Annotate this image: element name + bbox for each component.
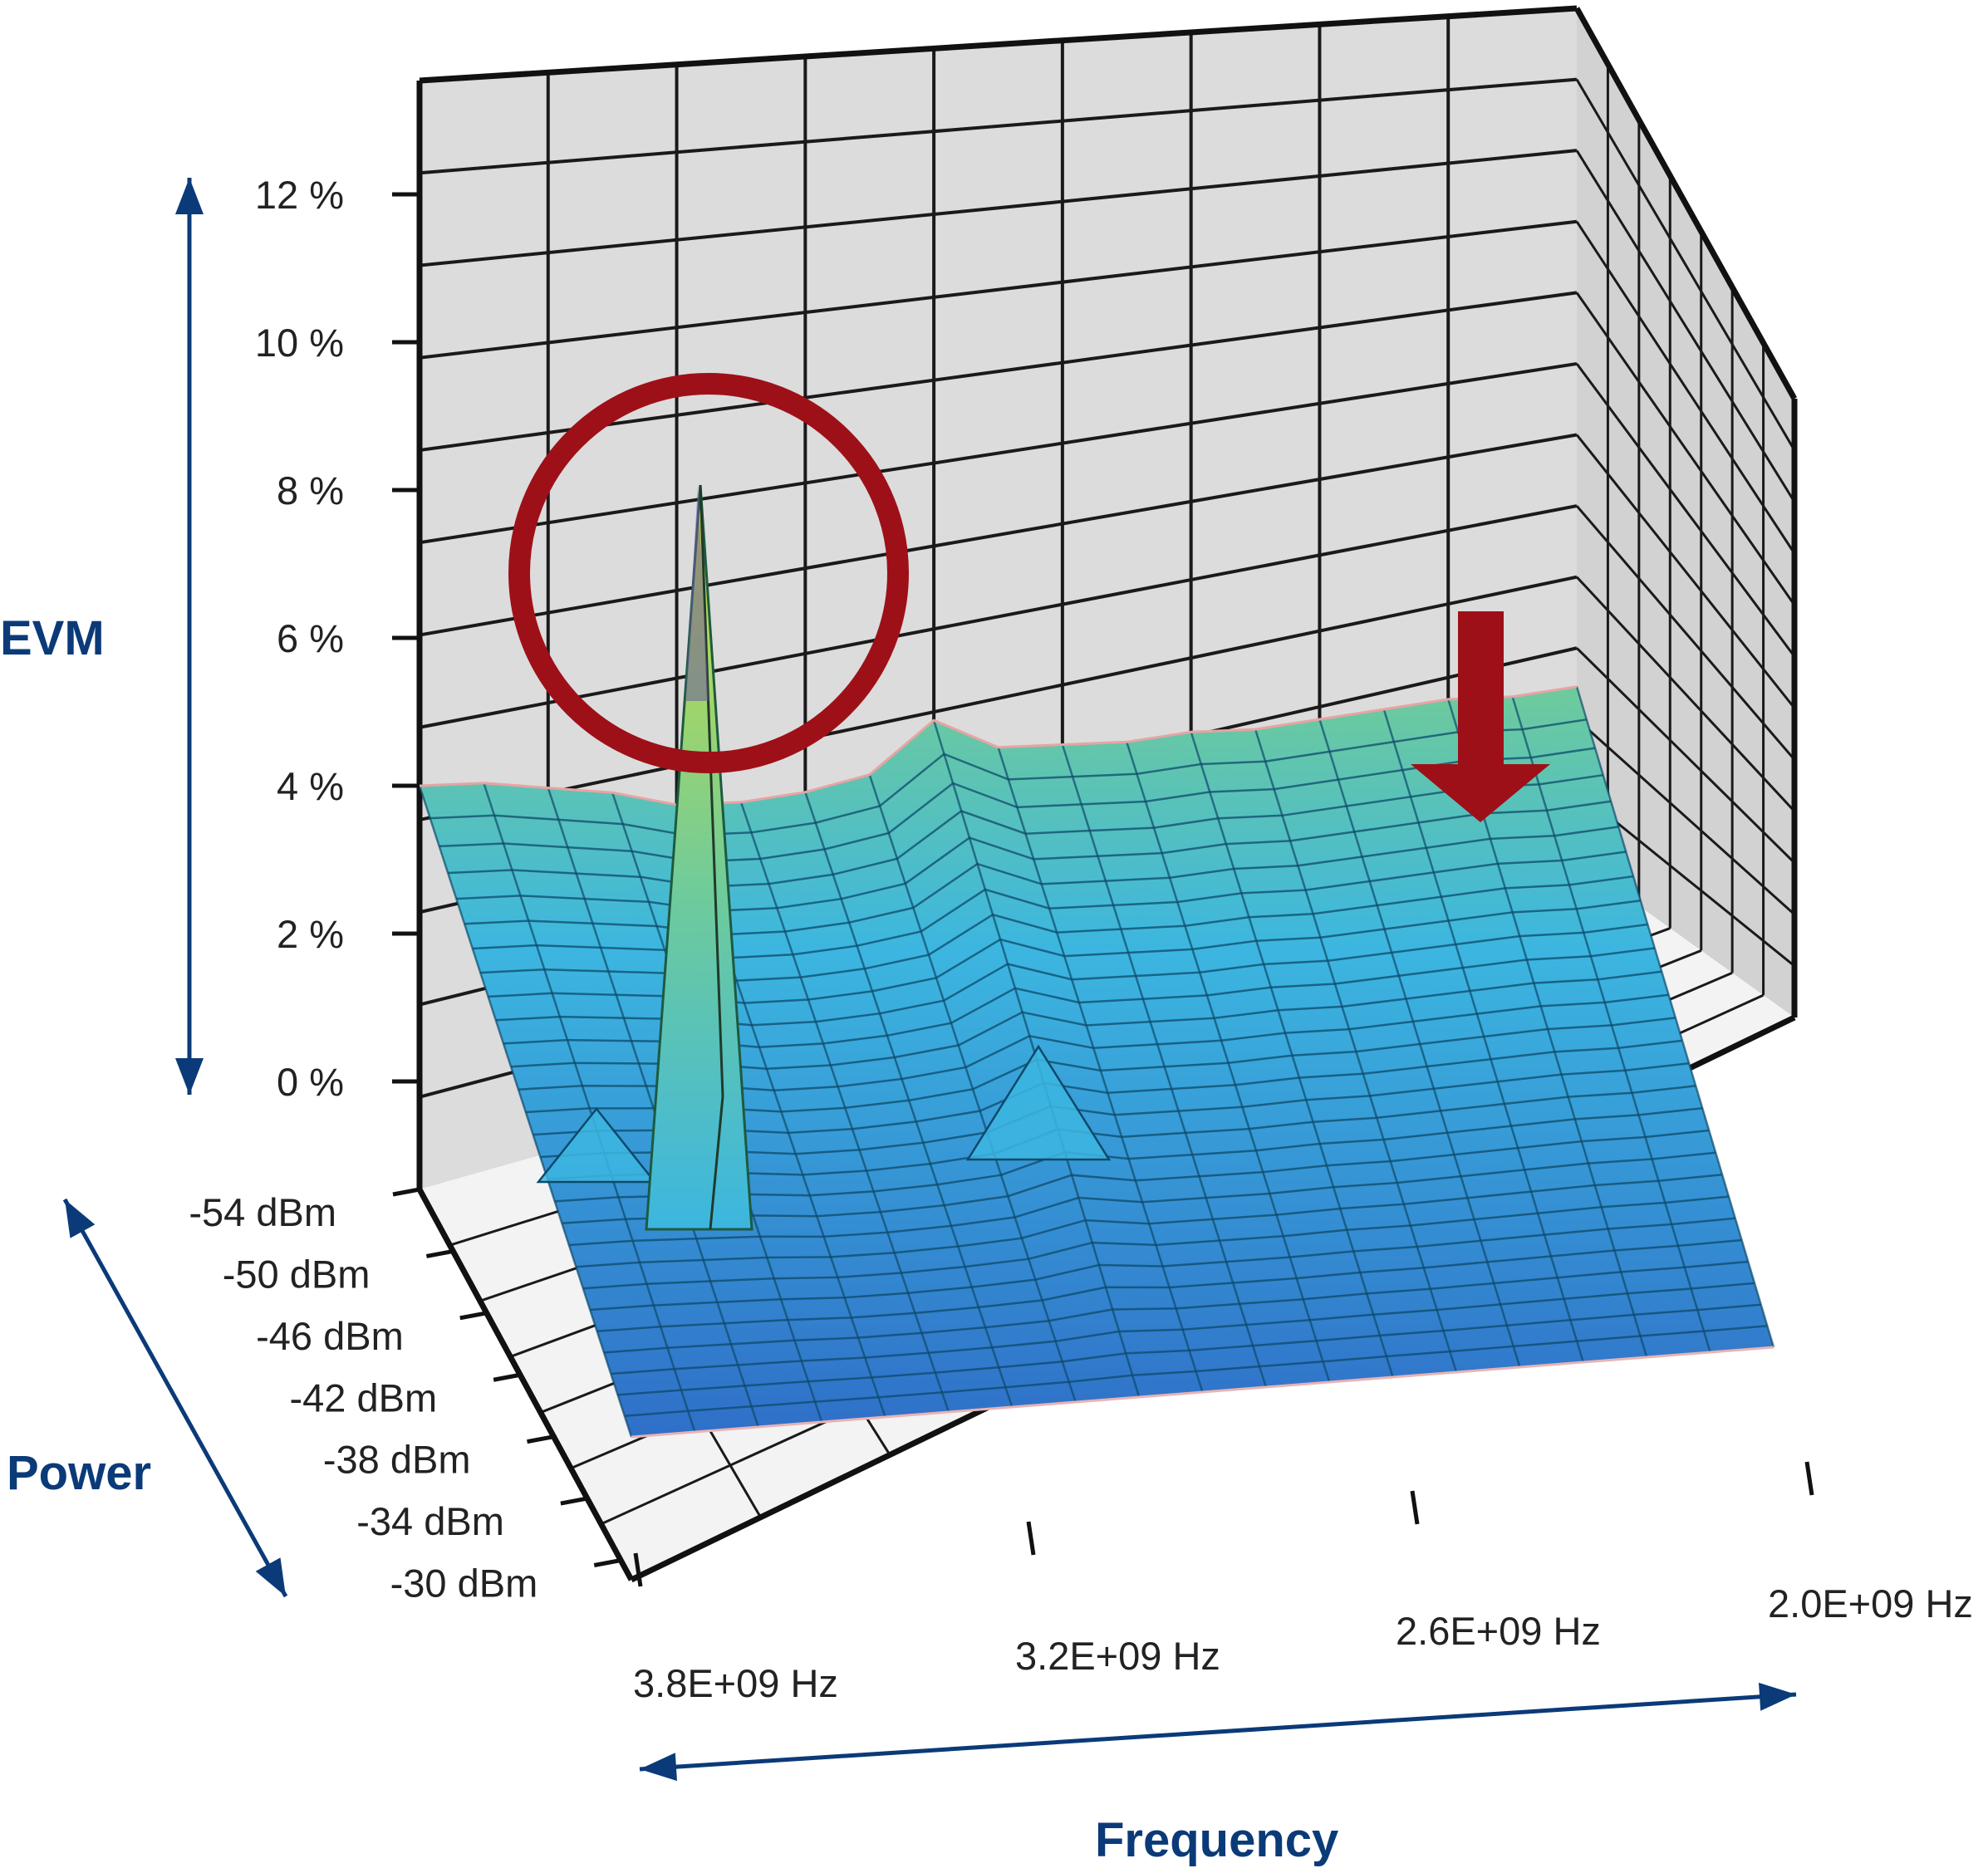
y-tick bbox=[459, 1311, 488, 1321]
side-grid-hline bbox=[1575, 78, 1796, 451]
x-tick-label: 3.8E+09 Hz bbox=[633, 1661, 838, 1705]
peak-ridge-line bbox=[699, 484, 724, 1097]
arrow-shaft bbox=[62, 1198, 288, 1598]
arrow-head bbox=[640, 1753, 677, 1782]
y-tick bbox=[425, 1248, 454, 1258]
side-grid-hline bbox=[1575, 363, 1796, 658]
side-grid-hline bbox=[1575, 647, 1796, 864]
y-tick bbox=[493, 1372, 521, 1382]
wall-grid-hline bbox=[419, 575, 1578, 821]
surface-col-line bbox=[868, 774, 1077, 1403]
side-grid-hline bbox=[1575, 434, 1796, 709]
y-tick-label: -38 dBm bbox=[323, 1438, 471, 1482]
surface-bump bbox=[536, 1106, 657, 1184]
z-tick-label: 8 % bbox=[277, 468, 344, 512]
arrow-head bbox=[175, 1058, 204, 1095]
y-tick-label: -50 dBm bbox=[223, 1252, 371, 1296]
z-tick-label: 0 % bbox=[277, 1060, 344, 1104]
wall-grid-hline bbox=[419, 433, 1578, 637]
peak-spike bbox=[645, 484, 753, 1231]
arrow-head bbox=[65, 1199, 96, 1238]
wall-grid-hline bbox=[419, 361, 1578, 545]
wall-grid-hline bbox=[419, 77, 1578, 175]
y-tick-label: -34 dBm bbox=[356, 1499, 504, 1543]
peak-highlight-circle bbox=[508, 373, 909, 773]
wall-grid-hline bbox=[419, 504, 1578, 729]
peak-shadow bbox=[685, 485, 709, 701]
surface-col-line bbox=[483, 782, 696, 1433]
x-tick bbox=[1410, 1490, 1420, 1525]
tick-marks bbox=[392, 192, 1814, 1587]
arrow-head bbox=[1759, 1682, 1796, 1711]
x-tick-label: 2.0E+09 Hz bbox=[1768, 1581, 1973, 1625]
axis-arrows bbox=[62, 178, 1797, 1782]
x-tick bbox=[1026, 1521, 1036, 1556]
y-axis-title: Power bbox=[7, 1446, 151, 1500]
surface-back-edge bbox=[419, 685, 1578, 807]
z-tick-label: 6 % bbox=[277, 616, 344, 660]
z-tick-label: 10 % bbox=[255, 321, 344, 365]
side-grid-hline bbox=[1575, 220, 1796, 555]
surface-col-line bbox=[1575, 686, 1775, 1348]
surface-col-line bbox=[1190, 731, 1394, 1378]
frame-top-right bbox=[1573, 7, 1798, 400]
surface-col-line bbox=[1382, 709, 1585, 1363]
y-tick bbox=[593, 1558, 621, 1567]
side-grid-hline bbox=[1575, 292, 1796, 606]
surface-col-line bbox=[1126, 741, 1331, 1383]
surface-fill bbox=[420, 686, 1774, 1437]
z-tick-label: 4 % bbox=[277, 764, 344, 808]
surface-col-line bbox=[804, 792, 1014, 1408]
z-axis-title: EVM bbox=[0, 611, 105, 665]
surface-col-line bbox=[997, 747, 1204, 1393]
y-tick bbox=[560, 1496, 588, 1506]
frame-floor-left bbox=[416, 1188, 635, 1581]
surface-col-line bbox=[1061, 744, 1268, 1388]
side-grid-hline bbox=[1575, 576, 1796, 812]
side-grid-hline bbox=[1575, 718, 1796, 915]
wall-grid-hline bbox=[419, 219, 1578, 360]
evm-surface bbox=[418, 685, 1775, 1439]
x-axis-arrow bbox=[639, 1682, 1797, 1782]
surface-col-line bbox=[739, 802, 950, 1413]
wall-grid-hline bbox=[419, 291, 1578, 452]
side-grid-hline bbox=[1575, 150, 1796, 503]
surface-col-line bbox=[547, 787, 759, 1428]
y-tick-label: -46 dBm bbox=[256, 1314, 404, 1358]
surface-col-line bbox=[1511, 696, 1711, 1353]
surface-col-line bbox=[1254, 728, 1458, 1373]
surface-bump bbox=[965, 1044, 1112, 1161]
x-tick bbox=[633, 1552, 643, 1587]
level-marker-arrow bbox=[1411, 611, 1550, 822]
y-tick-label: -54 dBm bbox=[189, 1190, 336, 1234]
arrow-shaft bbox=[639, 1692, 1797, 1772]
z-tick-label: 12 % bbox=[255, 173, 344, 217]
y-tick-label: -30 dBm bbox=[390, 1562, 538, 1606]
y-tick bbox=[527, 1434, 554, 1444]
arrow-head bbox=[255, 1557, 286, 1596]
right-wall bbox=[1577, 8, 1794, 1017]
surface-front-edge bbox=[631, 1346, 1774, 1439]
x-axis-title: Frequency bbox=[1095, 1813, 1338, 1867]
peak-spike-body bbox=[645, 484, 753, 1231]
peak-ridge-line bbox=[709, 1096, 724, 1230]
x-tick-label: 2.6E+09 Hz bbox=[1396, 1609, 1601, 1653]
frame-top bbox=[419, 5, 1578, 84]
y-axis-arrow bbox=[62, 1198, 288, 1598]
y-tick bbox=[392, 1187, 420, 1197]
arrow-head bbox=[175, 178, 204, 214]
z-axis-arrow bbox=[175, 178, 204, 1095]
surface-col-line bbox=[418, 785, 633, 1438]
side-grid-hline bbox=[1575, 505, 1796, 761]
tick-labels: 12 % 10 % 8 % 6 % 4 % 2 % 0 % -54 dBm -50 dBm -46… bbox=[189, 173, 1973, 1705]
x-tick bbox=[1804, 1461, 1814, 1496]
wall-grid-hline bbox=[419, 149, 1578, 267]
z-tick-label: 2 % bbox=[277, 912, 344, 956]
y-tick-label: -42 dBm bbox=[289, 1375, 437, 1419]
x-tick-label: 3.2E+09 Hz bbox=[1015, 1634, 1220, 1678]
surface-col-line bbox=[1318, 718, 1521, 1368]
